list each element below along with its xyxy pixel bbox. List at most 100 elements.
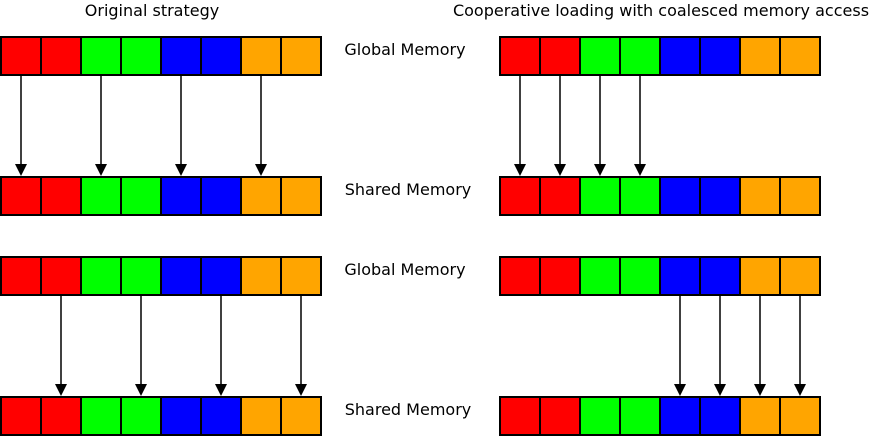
right-global-top-cell-3 — [619, 36, 661, 76]
right-shared-top-cell-2 — [579, 176, 621, 216]
arrow-head — [15, 164, 27, 176]
left-shared-bottom-cell-7 — [280, 396, 322, 436]
left-shared-top-cell-3 — [120, 176, 162, 216]
right-shared-top-cell-3 — [619, 176, 661, 216]
left-global-bottom-cell-5 — [200, 256, 242, 296]
right-shared-bottom-cell-1 — [539, 396, 581, 436]
left-shared-bottom-array — [0, 396, 322, 436]
left-global-top-cell-5 — [200, 36, 242, 76]
title-original-strategy: Original strategy — [85, 1, 219, 20]
arrow-right-bottom-5 — [714, 295, 726, 396]
right-shared-top-array — [499, 176, 821, 216]
label-global-memory-top: Global Memory — [344, 40, 465, 59]
left-global-top-cell-1 — [40, 36, 82, 76]
right-global-bottom-cell-3 — [619, 256, 661, 296]
right-global-top-cell-2 — [579, 36, 621, 76]
arrow-head — [55, 384, 67, 396]
left-shared-top-cell-2 — [80, 176, 122, 216]
arrow-head — [754, 384, 766, 396]
left-global-bottom-cell-6 — [240, 256, 282, 296]
arrow-head — [794, 384, 806, 396]
left-global-bottom-cell-7 — [280, 256, 322, 296]
left-shared-top-cell-7 — [280, 176, 322, 216]
right-shared-bottom-cell-0 — [499, 396, 541, 436]
left-global-bottom-cell-1 — [40, 256, 82, 296]
arrow-head — [514, 164, 526, 176]
left-global-top-cell-2 — [80, 36, 122, 76]
left-shared-top-cell-5 — [200, 176, 242, 216]
arrow-head — [594, 164, 606, 176]
arrow-left-bottom-3 — [135, 295, 147, 396]
right-global-bottom-cell-6 — [739, 256, 781, 296]
right-global-top-cell-6 — [739, 36, 781, 76]
left-global-bottom-cell-2 — [80, 256, 122, 296]
right-global-top-array — [499, 36, 821, 76]
right-global-bottom-cell-0 — [499, 256, 541, 296]
right-global-bottom-cell-4 — [659, 256, 701, 296]
arrow-left-top-6 — [255, 75, 267, 176]
right-shared-bottom-cell-2 — [579, 396, 621, 436]
label-shared-memory-bottom: Shared Memory — [345, 400, 471, 419]
left-shared-bottom-cell-6 — [240, 396, 282, 436]
right-shared-bottom-cell-3 — [619, 396, 661, 436]
label-global-memory-bottom: Global Memory — [344, 260, 465, 279]
arrow-right-bottom-7 — [794, 295, 806, 396]
arrow-right-bottom-6 — [754, 295, 766, 396]
right-global-top-cell-1 — [539, 36, 581, 76]
right-global-top-cell-5 — [699, 36, 741, 76]
left-shared-bottom-cell-5 — [200, 396, 242, 436]
right-global-top-cell-7 — [779, 36, 821, 76]
left-global-bottom-cell-4 — [160, 256, 202, 296]
title-cooperative-loading: Cooperative loading with coalesced memor… — [453, 1, 869, 20]
right-shared-bottom-cell-4 — [659, 396, 701, 436]
arrow-left-top-4 — [175, 75, 187, 176]
left-global-top-cell-0 — [0, 36, 42, 76]
right-global-top-cell-0 — [499, 36, 541, 76]
left-shared-bottom-cell-3 — [120, 396, 162, 436]
right-global-bottom-cell-5 — [699, 256, 741, 296]
label-shared-memory-top: Shared Memory — [345, 180, 471, 199]
arrow-head — [255, 164, 267, 176]
left-shared-top-cell-6 — [240, 176, 282, 216]
right-shared-top-cell-0 — [499, 176, 541, 216]
arrow-head — [295, 384, 307, 396]
right-global-bottom-cell-2 — [579, 256, 621, 296]
left-global-top-cell-4 — [160, 36, 202, 76]
arrow-head — [215, 384, 227, 396]
right-shared-top-cell-4 — [659, 176, 701, 216]
arrow-head — [554, 164, 566, 176]
right-shared-bottom-cell-6 — [739, 396, 781, 436]
right-shared-top-cell-7 — [779, 176, 821, 216]
left-shared-top-cell-1 — [40, 176, 82, 216]
transfer-arrows — [15, 75, 806, 396]
right-global-bottom-array — [499, 256, 821, 296]
right-shared-top-cell-6 — [739, 176, 781, 216]
left-shared-top-cell-0 — [0, 176, 42, 216]
arrow-left-bottom-1 — [55, 295, 67, 396]
right-global-bottom-cell-1 — [539, 256, 581, 296]
left-shared-top-cell-4 — [160, 176, 202, 216]
arrow-head — [634, 164, 646, 176]
left-global-top-cell-6 — [240, 36, 282, 76]
left-global-bottom-cell-3 — [120, 256, 162, 296]
right-shared-top-cell-1 — [539, 176, 581, 216]
left-global-top-cell-7 — [280, 36, 322, 76]
arrow-right-top-1 — [554, 75, 566, 176]
right-shared-top-cell-5 — [699, 176, 741, 216]
left-shared-bottom-cell-2 — [80, 396, 122, 436]
left-shared-bottom-cell-4 — [160, 396, 202, 436]
right-global-top-cell-4 — [659, 36, 701, 76]
left-global-bottom-array — [0, 256, 322, 296]
arrow-right-bottom-4 — [674, 295, 686, 396]
right-global-bottom-cell-7 — [779, 256, 821, 296]
arrow-right-top-2 — [594, 75, 606, 176]
memory-arrays — [0, 36, 821, 436]
arrow-head — [175, 164, 187, 176]
arrow-right-top-0 — [514, 75, 526, 176]
left-global-top-cell-3 — [120, 36, 162, 76]
arrow-left-top-0 — [15, 75, 27, 176]
arrow-right-top-3 — [634, 75, 646, 176]
left-shared-bottom-cell-1 — [40, 396, 82, 436]
arrow-head — [95, 164, 107, 176]
